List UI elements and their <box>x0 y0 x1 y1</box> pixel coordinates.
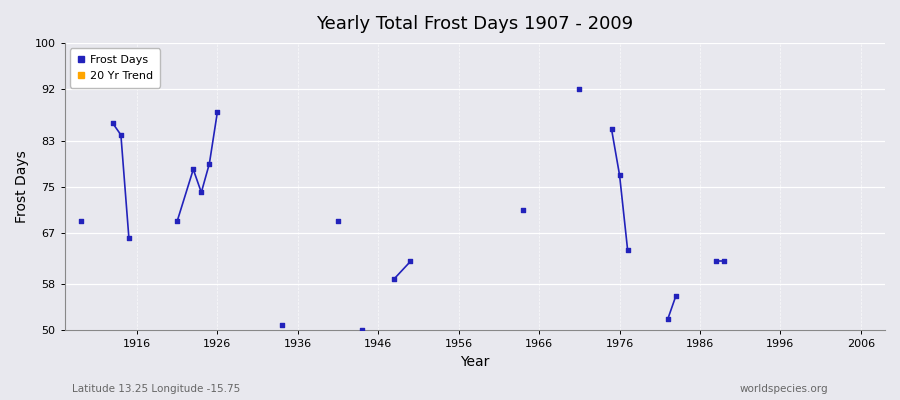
Point <box>709 258 724 265</box>
Point <box>403 258 418 265</box>
Y-axis label: Frost Days: Frost Days <box>15 150 29 223</box>
Point <box>387 276 401 282</box>
Point <box>669 293 683 299</box>
Point <box>620 247 634 253</box>
Point <box>612 172 626 178</box>
Point <box>105 120 120 126</box>
Text: worldspecies.org: worldspecies.org <box>740 384 828 394</box>
Legend: Frost Days, 20 Yr Trend: Frost Days, 20 Yr Trend <box>70 48 160 88</box>
Point <box>355 327 369 334</box>
Point <box>194 189 209 196</box>
Point <box>202 160 217 167</box>
Point <box>211 109 225 115</box>
Point <box>604 126 618 132</box>
Point <box>572 86 587 92</box>
Point <box>274 322 289 328</box>
Point <box>186 166 201 173</box>
Point <box>331 218 346 224</box>
Text: Latitude 13.25 Longitude -15.75: Latitude 13.25 Longitude -15.75 <box>72 384 240 394</box>
Point <box>74 218 88 224</box>
Title: Yearly Total Frost Days 1907 - 2009: Yearly Total Frost Days 1907 - 2009 <box>316 15 634 33</box>
Point <box>170 218 184 224</box>
X-axis label: Year: Year <box>460 355 490 369</box>
Point <box>516 206 530 213</box>
Point <box>717 258 732 265</box>
Point <box>113 132 128 138</box>
Point <box>122 235 136 242</box>
Point <box>661 316 675 322</box>
